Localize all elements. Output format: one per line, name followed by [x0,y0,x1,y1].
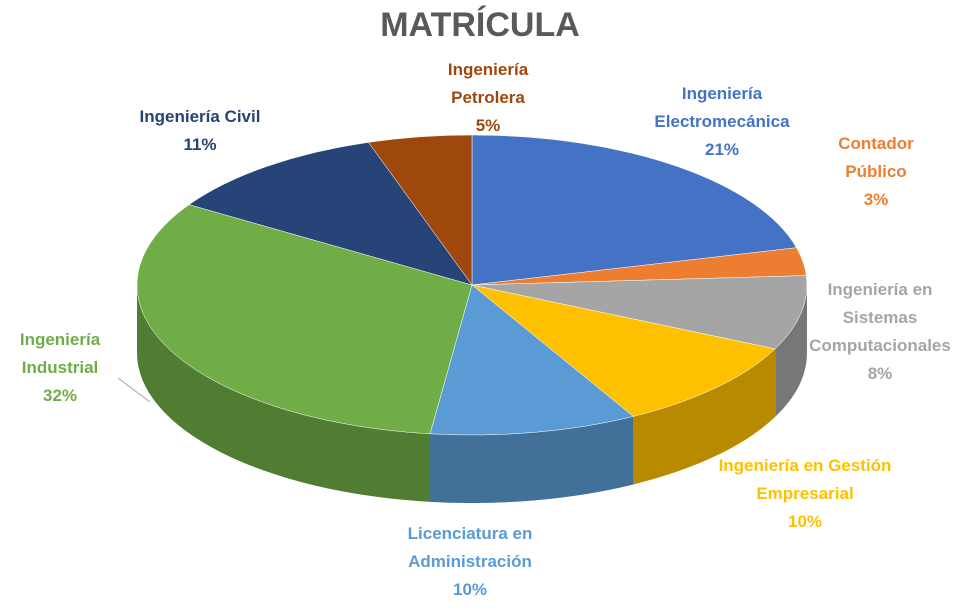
category-label: Licenciatura en Administración [407,524,533,571]
value-label: 21% [704,140,740,159]
data-label: Ingeniería Civil 11% [100,103,300,159]
slice [188,142,473,286]
category-label: Ingeniería Electromecánica [654,84,790,131]
category-label: Ingeniería Petrolera [447,60,529,107]
data-label: Contador Público 3% [826,130,926,214]
data-label: Licenciatura en Administración 10% [370,520,570,604]
category-label: Contador Público [838,134,914,181]
data-label: Ingeniería en Sistemas Computacionales 8% [805,276,955,388]
slice [471,275,808,350]
value-label: 3% [863,190,889,209]
leader-line [117,377,151,403]
chart-title: MATRÍCULA [380,6,580,44]
data-label: Ingeniería Petrolera 5% [433,56,543,140]
slice [429,284,634,436]
value-label: 10% [452,580,488,599]
slice-side [633,348,776,485]
value-label: 11% [183,135,217,154]
category-label: Ingeniería Industrial [19,330,101,377]
data-label: Ingeniería Electromecánica 21% [637,80,807,164]
value-label: 8% [867,364,893,383]
category-label: Ingeniería en Sistemas Computacionales [809,280,951,355]
value-label: 32% [42,386,78,405]
slice-side [137,285,431,502]
slice [136,204,473,435]
slice [471,284,776,417]
slice-side [430,416,634,503]
data-label: Ingeniería en Gestión Empresarial 10% [690,452,920,536]
category-label: Ingeniería Civil [139,107,261,126]
slice [368,134,473,286]
category-label: Ingeniería en Gestión Empresarial [718,456,892,503]
value-label: 5% [475,116,501,135]
value-label: 10% [787,512,823,531]
slice [471,134,797,286]
data-label: Ingeniería Industrial 32% [4,326,116,410]
